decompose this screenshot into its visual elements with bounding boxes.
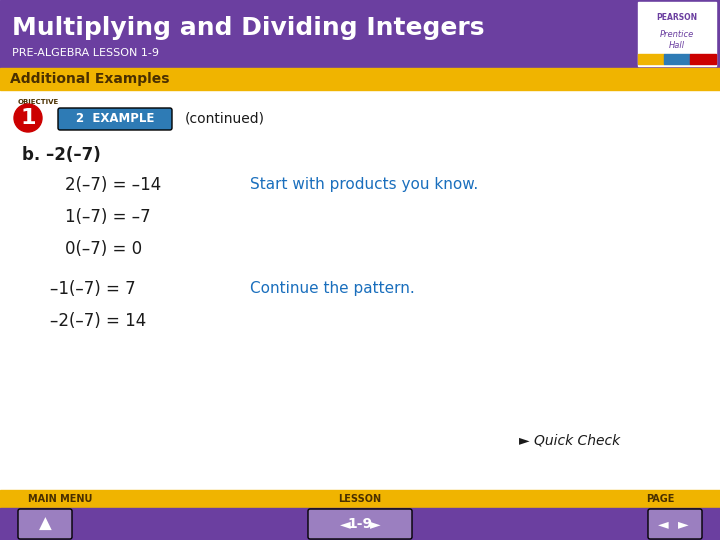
Bar <box>638 2 716 66</box>
Text: ▲: ▲ <box>39 515 51 533</box>
Text: ►: ► <box>678 517 688 531</box>
Circle shape <box>14 104 42 132</box>
Text: Prentice
Hall: Prentice Hall <box>660 30 694 50</box>
Text: Multiplying and Dividing Integers: Multiplying and Dividing Integers <box>12 16 485 40</box>
Text: PRE-ALGEBRA LESSON 1-9: PRE-ALGEBRA LESSON 1-9 <box>12 48 159 58</box>
FancyBboxPatch shape <box>308 509 412 539</box>
Text: 2(–7) = –14: 2(–7) = –14 <box>65 176 161 194</box>
Text: PEARSON: PEARSON <box>657 14 698 23</box>
Text: ◄: ◄ <box>340 517 351 531</box>
Text: Start with products you know.: Start with products you know. <box>250 178 478 192</box>
FancyBboxPatch shape <box>648 509 702 539</box>
Text: 1-9: 1-9 <box>348 517 372 531</box>
Text: ► Quick Check: ► Quick Check <box>519 433 620 447</box>
Text: ►: ► <box>369 517 380 531</box>
FancyBboxPatch shape <box>58 108 172 130</box>
Text: b. –2(–7): b. –2(–7) <box>22 146 101 164</box>
Bar <box>0 0 720 68</box>
Text: (continued): (continued) <box>185 112 265 126</box>
Text: 1: 1 <box>20 108 36 128</box>
Bar <box>0 68 720 90</box>
Text: –1(–7) = 7: –1(–7) = 7 <box>50 280 135 298</box>
Text: ◄: ◄ <box>657 517 668 531</box>
Text: –2(–7) = 14: –2(–7) = 14 <box>50 312 146 330</box>
Text: Additional Examples: Additional Examples <box>10 72 169 86</box>
Text: OBJECTIVE: OBJECTIVE <box>18 99 59 105</box>
Text: Continue the pattern.: Continue the pattern. <box>250 281 415 296</box>
Text: 1(–7) = –7: 1(–7) = –7 <box>65 208 150 226</box>
Text: PAGE: PAGE <box>646 494 674 504</box>
Bar <box>0 490 720 508</box>
Text: LESSON: LESSON <box>338 494 382 504</box>
Bar <box>638 54 664 64</box>
Text: 0(–7) = 0: 0(–7) = 0 <box>65 240 142 258</box>
Bar <box>664 54 690 64</box>
Text: MAIN MENU: MAIN MENU <box>28 494 92 504</box>
FancyBboxPatch shape <box>18 509 72 539</box>
Text: 2  EXAMPLE: 2 EXAMPLE <box>76 112 154 125</box>
Bar <box>690 54 716 64</box>
Bar <box>0 508 720 540</box>
